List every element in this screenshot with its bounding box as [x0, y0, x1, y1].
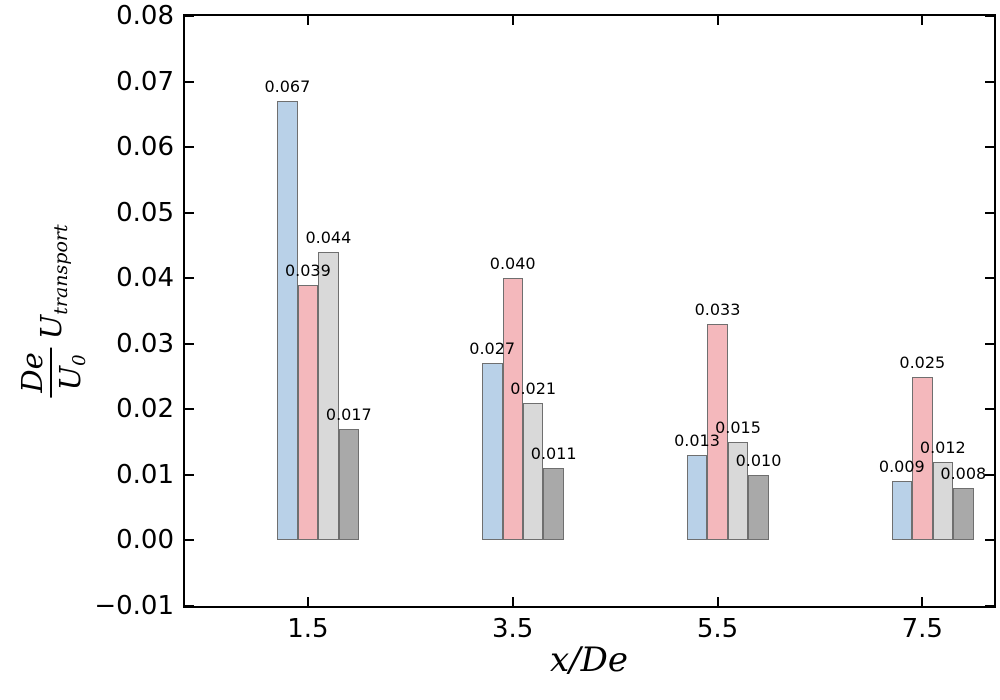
- bar-series-light-gray-x1.5: [318, 252, 339, 541]
- bar-series-light-gray-x3.5: [522, 402, 544, 541]
- y-tick-left: [185, 473, 194, 476]
- bar-value-label: 0.040: [489, 254, 536, 274]
- bar-value-label: 0.044: [305, 228, 352, 247]
- y-tick-label: 0.01: [116, 459, 174, 490]
- y-tick-left: [185, 146, 194, 149]
- y-tick-right: [985, 80, 994, 83]
- y-tick-right: [985, 342, 994, 345]
- bar-value-label: 0.012: [919, 437, 966, 457]
- y-tick-label: 0.07: [116, 66, 174, 97]
- y-axis-label: De U0 Utransport: [15, 224, 90, 398]
- bar-value-label: 0.010: [735, 450, 782, 470]
- y-tick-right: [985, 539, 994, 542]
- bar-series-light-blue-x1.5: [277, 101, 298, 541]
- x-tick-label: 5.5: [696, 614, 739, 644]
- y-tick-right: [985, 605, 994, 607]
- bar-value-label: 0.011: [530, 444, 577, 464]
- y-tick-right: [985, 277, 994, 280]
- y-tick-left: [185, 277, 194, 280]
- y-tick-left: [185, 408, 194, 411]
- bar-series-light-gray-x5.5: [727, 442, 749, 541]
- bar-series-light-blue-x3.5: [482, 363, 503, 541]
- bar-value-label: 0.015: [715, 418, 761, 438]
- y-tick-label: −0.01: [94, 591, 174, 621]
- y-tick-label: 0.08: [116, 1, 174, 31]
- x-axis-label-text: x/De: [549, 640, 629, 680]
- bar-value-label: 0.067: [264, 77, 311, 97]
- bar-series-pink-x3.5: [502, 278, 523, 541]
- x-tick-bottom: [716, 597, 719, 606]
- bar-value-label: 0.039: [284, 260, 331, 280]
- y-tick-left: [185, 539, 194, 542]
- y-tick-right: [985, 408, 994, 411]
- y-tick-label: 0.06: [116, 132, 174, 163]
- bar-value-label: 0.017: [325, 405, 372, 424]
- bar-series-dark-gray-x7.5: [953, 488, 974, 541]
- y-tick-right: [985, 473, 994, 476]
- y-tick-label: 0.05: [116, 197, 174, 228]
- x-tick-top: [306, 16, 309, 25]
- y-tick-label: 0.04: [116, 263, 174, 294]
- bar-series-light-blue-x7.5: [891, 481, 913, 541]
- bar-value-label: 0.033: [694, 300, 741, 320]
- y-tick-left: [185, 605, 194, 607]
- y-tick-label: 0.00: [116, 525, 174, 556]
- bar-series-light-blue-x5.5: [686, 455, 708, 541]
- bar-series-pink-x7.5: [912, 376, 933, 541]
- y-tick-left: [185, 342, 194, 345]
- y-tick-left: [185, 80, 194, 83]
- y-tick-right: [985, 146, 994, 149]
- bar-value-label: 0.013: [674, 431, 720, 451]
- bar-value-label: 0.027: [469, 339, 516, 359]
- x-tick-label: 3.5: [492, 614, 534, 644]
- bar-value-label: 0.008: [940, 464, 987, 483]
- bar-series-pink-x5.5: [707, 324, 728, 541]
- bar-value-label: 0.009: [878, 457, 925, 477]
- bar-series-dark-gray-x3.5: [543, 468, 564, 541]
- y-tick-label: 0.03: [116, 328, 174, 359]
- bar-series-light-gray-x7.5: [932, 461, 954, 541]
- bar-value-label: 0.021: [510, 378, 557, 398]
- y-tick-label: 0.02: [116, 394, 174, 425]
- x-tick-bottom: [306, 597, 309, 606]
- bar-value-label: 0.025: [899, 352, 946, 372]
- plot-area: 0.067 0.027 0.013 0.009 0.039 0.040 0.033 0.025…: [185, 15, 994, 607]
- y-tick-right: [985, 211, 994, 214]
- bar-series-dark-gray-x1.5: [338, 429, 360, 541]
- bar-series-pink-x1.5: [297, 284, 319, 541]
- x-tick-bottom: [511, 597, 514, 606]
- y-tick-right: [985, 15, 994, 17]
- y-tick-left: [185, 211, 194, 214]
- x-tick-label: 7.5: [901, 614, 943, 644]
- x-tick-label: 1.5: [287, 614, 329, 644]
- x-tick-bottom: [921, 597, 924, 606]
- x-axis-label: x/De: [550, 640, 628, 680]
- x-tick-top: [921, 16, 924, 25]
- bar-series-dark-gray-x5.5: [748, 474, 769, 541]
- x-tick-top: [511, 16, 514, 25]
- y-tick-left: [185, 15, 194, 17]
- x-tick-top: [716, 16, 719, 25]
